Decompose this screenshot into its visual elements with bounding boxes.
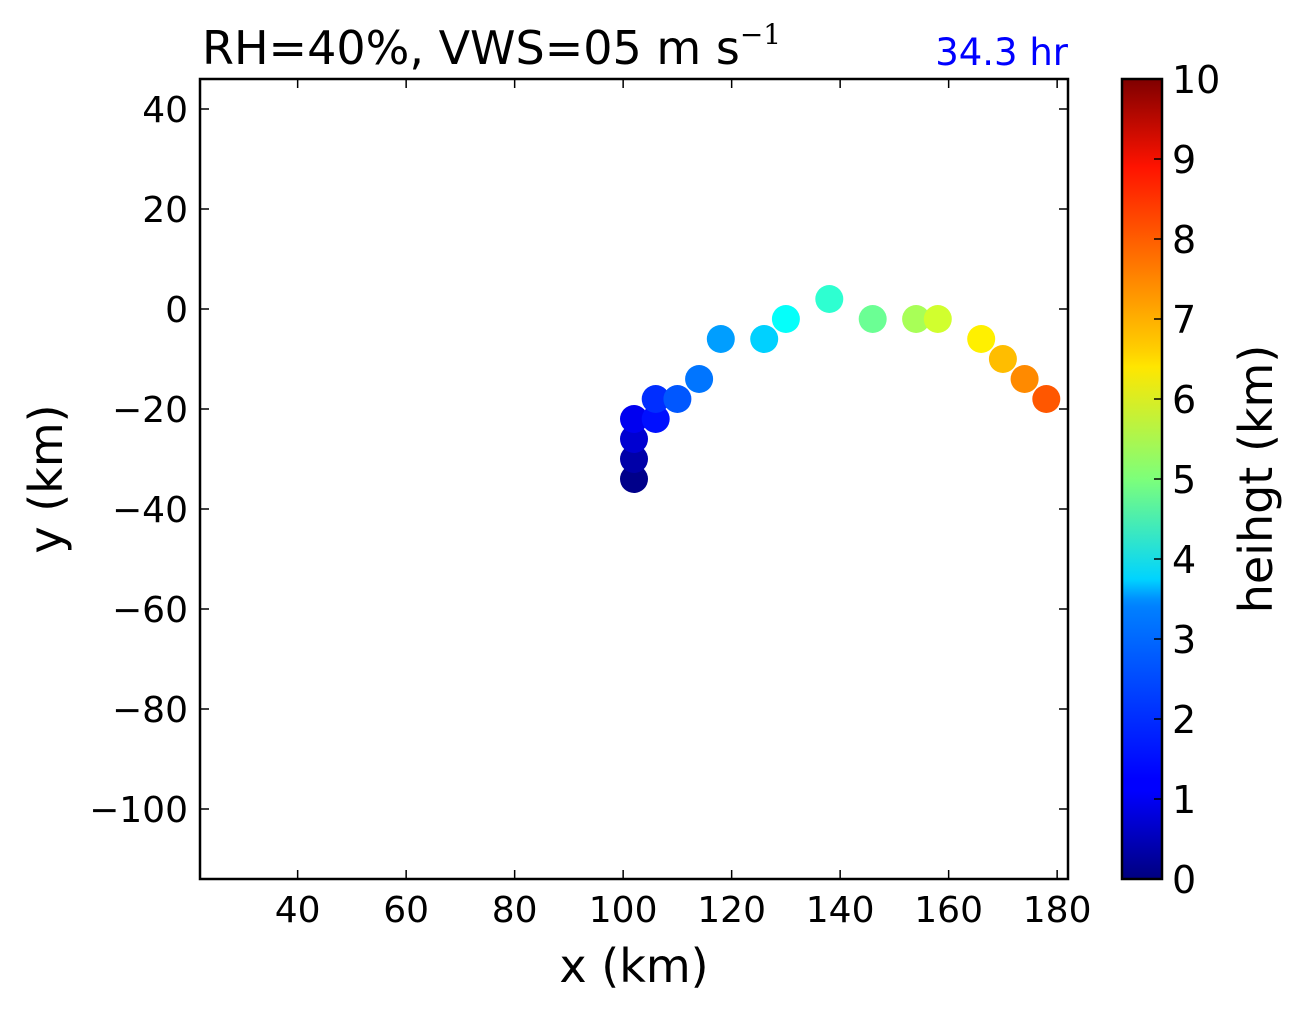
y-tick-label: −60: [112, 590, 188, 631]
y-tick-label: −100: [89, 790, 188, 831]
scatter-point: [771, 305, 800, 333]
scatter-point: [641, 405, 670, 433]
scatter-point: [663, 385, 692, 413]
colorbar-tick-label: 6: [1172, 378, 1196, 422]
y-tick-label: 40: [142, 90, 188, 131]
colorbar-tick-label: 8: [1172, 218, 1196, 262]
scatter-point: [1010, 365, 1039, 393]
scatter-point: [858, 305, 887, 333]
colorbar-tick-label: 0: [1172, 858, 1196, 902]
scatter-point: [923, 305, 952, 333]
y-tick-label: 20: [142, 190, 188, 231]
colorbar-tick-label: 4: [1172, 538, 1196, 582]
chart-title-superscript: −1: [740, 18, 781, 51]
x-tick-label: 80: [492, 890, 538, 931]
scatter-point: [620, 405, 648, 433]
scatter-point: [815, 285, 844, 313]
scatter-point: [750, 325, 779, 353]
x-axis-ticks: 40 60 80 100 120 140 160 180: [275, 79, 1092, 931]
scatter-point: [641, 385, 670, 413]
x-axis-label: x (km): [559, 939, 708, 993]
colorbar-tick-label: 9: [1172, 138, 1196, 182]
scatter-point: [620, 465, 648, 493]
time-label: 34.3 hr: [935, 31, 1069, 74]
x-tick-label: 60: [383, 890, 429, 931]
y-axis-label: y (km): [19, 404, 73, 553]
colorbar-ticks: 0 1 2 3 4 5 6 7 8 9 10: [1154, 58, 1220, 902]
scatter-point: [706, 325, 735, 353]
colorbar-label: heihgt (km): [1229, 345, 1283, 614]
scatter-point: [685, 365, 714, 393]
scatter-point: [1032, 385, 1061, 413]
scatter-point: [988, 345, 1017, 373]
x-tick-label: 140: [806, 890, 875, 931]
y-tick-label: −80: [112, 690, 188, 731]
scatter-point: [967, 325, 996, 353]
y-tick-label: −20: [112, 390, 188, 431]
y-tick-label: −40: [112, 490, 188, 531]
x-tick-label: 120: [697, 890, 766, 931]
x-tick-label: 160: [914, 890, 983, 931]
colorbar-tick-label: 2: [1172, 698, 1196, 742]
chart-title: RH=40%, VWS=05 m s−1: [202, 18, 781, 75]
colorbar-tick-label: 10: [1172, 58, 1220, 102]
plot-area: [620, 285, 1061, 493]
scatter-point: [902, 305, 931, 333]
y-axis-ticks: 40 20 0 −20 −40 −60 −80 −100: [89, 90, 1068, 831]
colorbar-tick-label: 1: [1172, 778, 1196, 822]
colorbar-tick-label: 5: [1172, 458, 1196, 502]
y-tick-label: 0: [165, 290, 188, 331]
x-tick-label: 100: [589, 890, 658, 931]
scatter-point: [620, 445, 648, 473]
axes-frame: [198, 77, 1070, 881]
chart-title-main: RH=40%, VWS=05 m s: [202, 21, 740, 75]
x-tick-label: 180: [1023, 890, 1092, 931]
colorbar-tick-label: 3: [1172, 618, 1196, 662]
scatter-point: [620, 425, 648, 453]
colorbar-tick-label: 7: [1172, 298, 1196, 342]
x-tick-label: 40: [275, 890, 321, 931]
